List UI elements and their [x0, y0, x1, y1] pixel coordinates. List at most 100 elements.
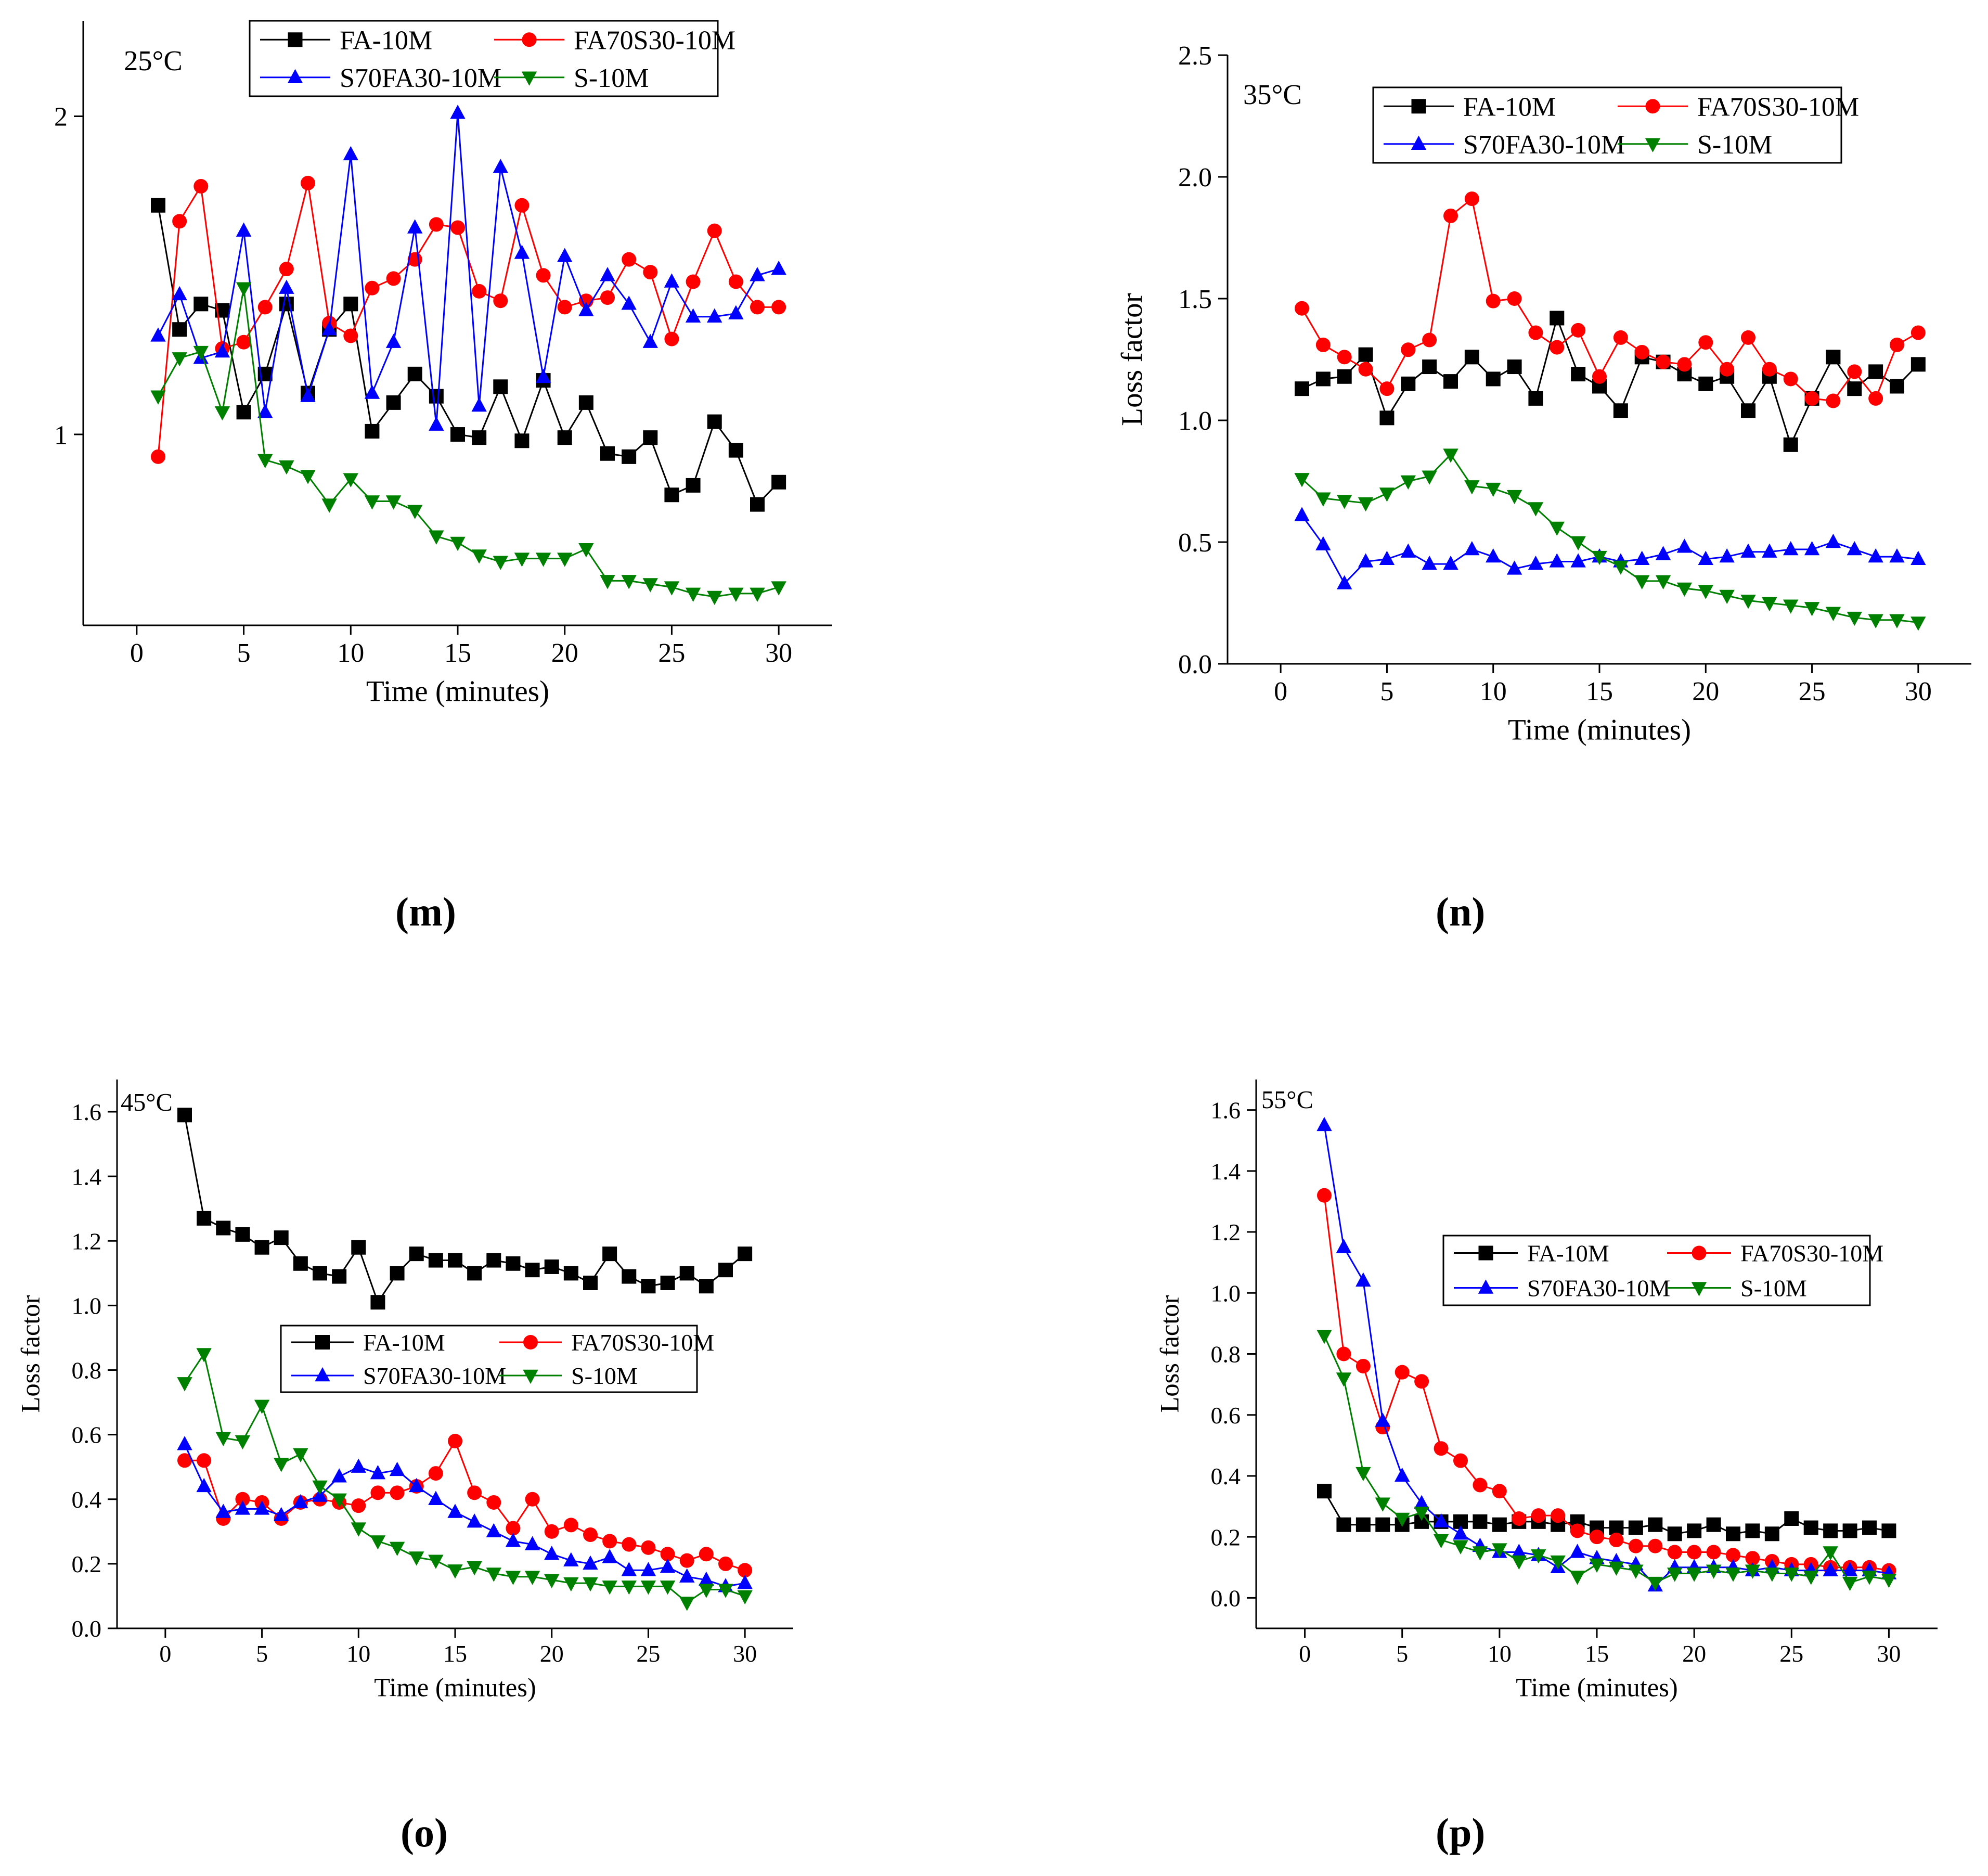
data-point	[1492, 1517, 1507, 1532]
x-tick-label: 5	[1396, 1640, 1408, 1667]
data-point	[1375, 1497, 1390, 1512]
data-point	[544, 1524, 559, 1539]
data-point	[274, 1230, 289, 1245]
data-point	[1741, 330, 1755, 345]
data-point	[1628, 1538, 1643, 1553]
x-tick-label: 30	[1877, 1640, 1901, 1667]
data-point	[1528, 502, 1544, 517]
y-tick-label: 1.6	[1211, 1097, 1241, 1124]
legend-marker	[287, 69, 303, 83]
data-point	[1634, 575, 1650, 589]
legend: FA-10M FA70S30-10M S70FA30-10M S-10M	[249, 20, 735, 97]
data-point	[235, 1227, 250, 1242]
series-line	[1301, 315, 1919, 447]
data-point	[699, 1279, 714, 1294]
data-point	[622, 1269, 637, 1284]
legend-marker	[1692, 1245, 1707, 1261]
legend-label: S70FA30-10M	[363, 1363, 506, 1389]
legend-label: S70FA30-10M	[1527, 1275, 1670, 1302]
x-axis-title: Time (minutes)	[1516, 1673, 1678, 1702]
data-point	[1379, 381, 1395, 396]
data-point	[1316, 1330, 1332, 1344]
legend-label: FA-10M	[363, 1329, 445, 1356]
data-point	[300, 388, 316, 402]
data-point	[1783, 599, 1799, 614]
data-point	[1698, 335, 1713, 350]
data-point	[1511, 1555, 1527, 1570]
data-point	[1687, 1545, 1702, 1560]
data-point	[215, 1432, 231, 1446]
legend-label: FA70S30-10M	[1740, 1240, 1883, 1267]
data-point	[1628, 1564, 1644, 1579]
data-point	[1414, 1495, 1429, 1509]
data-point	[364, 495, 380, 510]
data-point	[351, 1498, 366, 1513]
data-point	[679, 1553, 694, 1568]
data-point	[1667, 1545, 1682, 1560]
data-point	[660, 1581, 676, 1595]
data-point	[1453, 1525, 1468, 1540]
data-point	[536, 268, 551, 283]
data-point	[1825, 533, 1841, 548]
data-point	[563, 1552, 579, 1566]
data-point	[1317, 1188, 1332, 1203]
data-point	[1379, 410, 1395, 426]
data-point	[621, 295, 637, 310]
data-point	[407, 366, 422, 381]
data-point	[1608, 1561, 1624, 1576]
data-point	[1868, 391, 1883, 406]
data-point	[1706, 1564, 1722, 1579]
data-point	[1379, 550, 1395, 565]
y-tick-label: 0.8	[72, 1357, 102, 1384]
data-point	[1433, 1513, 1449, 1528]
data-point	[386, 395, 401, 410]
data-point	[1634, 344, 1649, 359]
series-line	[157, 113, 779, 425]
data-point	[493, 379, 508, 394]
panel-label-n: (n)	[1436, 889, 1486, 934]
y-tick-label: 1.2	[1211, 1219, 1241, 1245]
data-point	[707, 590, 722, 606]
chart-n: 0 5 10 15 20 25 30 0.0 0.5 1.0 1.5 2.0 2.5 Time (minu…	[1116, 41, 1971, 746]
legend-label: FA-10M	[340, 25, 432, 55]
data-point	[535, 552, 551, 567]
data-point	[707, 414, 722, 429]
data-point	[1825, 607, 1841, 621]
data-point	[738, 1247, 753, 1262]
data-point	[428, 1490, 444, 1505]
data-point	[428, 1253, 443, 1268]
data-point	[467, 1513, 482, 1528]
chart-p: 0 5 10 15 20 25 30 0.0 0.2 0.4 0.6 0.8 1.0 1.2 1.4 1.6 T…	[1155, 1080, 1938, 1702]
data-point	[257, 404, 273, 418]
data-point	[685, 587, 701, 602]
data-point	[602, 1581, 617, 1595]
data-point	[1676, 582, 1693, 597]
data-point	[1337, 495, 1352, 509]
legend-marker	[1478, 1245, 1493, 1261]
data-point	[351, 1458, 366, 1473]
data-point	[1803, 1571, 1819, 1585]
x-tick-label: 5	[237, 638, 251, 668]
data-point	[1414, 1507, 1429, 1521]
data-point	[1337, 369, 1352, 384]
y-tick-label: 0.5	[1178, 528, 1212, 558]
data-point	[331, 1493, 347, 1508]
data-point	[1315, 337, 1331, 352]
data-point	[386, 271, 401, 286]
data-point	[1531, 1508, 1546, 1523]
series-S70FA30-10M	[1294, 507, 1926, 589]
series-S70FA30-10M	[177, 1436, 753, 1592]
data-point	[1590, 1530, 1604, 1545]
series-line	[1301, 515, 1919, 585]
data-point	[1823, 1523, 1838, 1538]
data-point	[1847, 364, 1862, 379]
data-point	[1842, 1523, 1857, 1538]
data-point	[193, 345, 209, 361]
data-point	[1823, 1546, 1838, 1561]
data-point	[216, 1220, 231, 1236]
data-point	[1698, 585, 1713, 599]
data-point	[640, 1581, 656, 1595]
x-axis-title: Time (minutes)	[366, 675, 549, 708]
data-point	[429, 530, 444, 545]
y-tick-label: 0.6	[72, 1422, 102, 1448]
